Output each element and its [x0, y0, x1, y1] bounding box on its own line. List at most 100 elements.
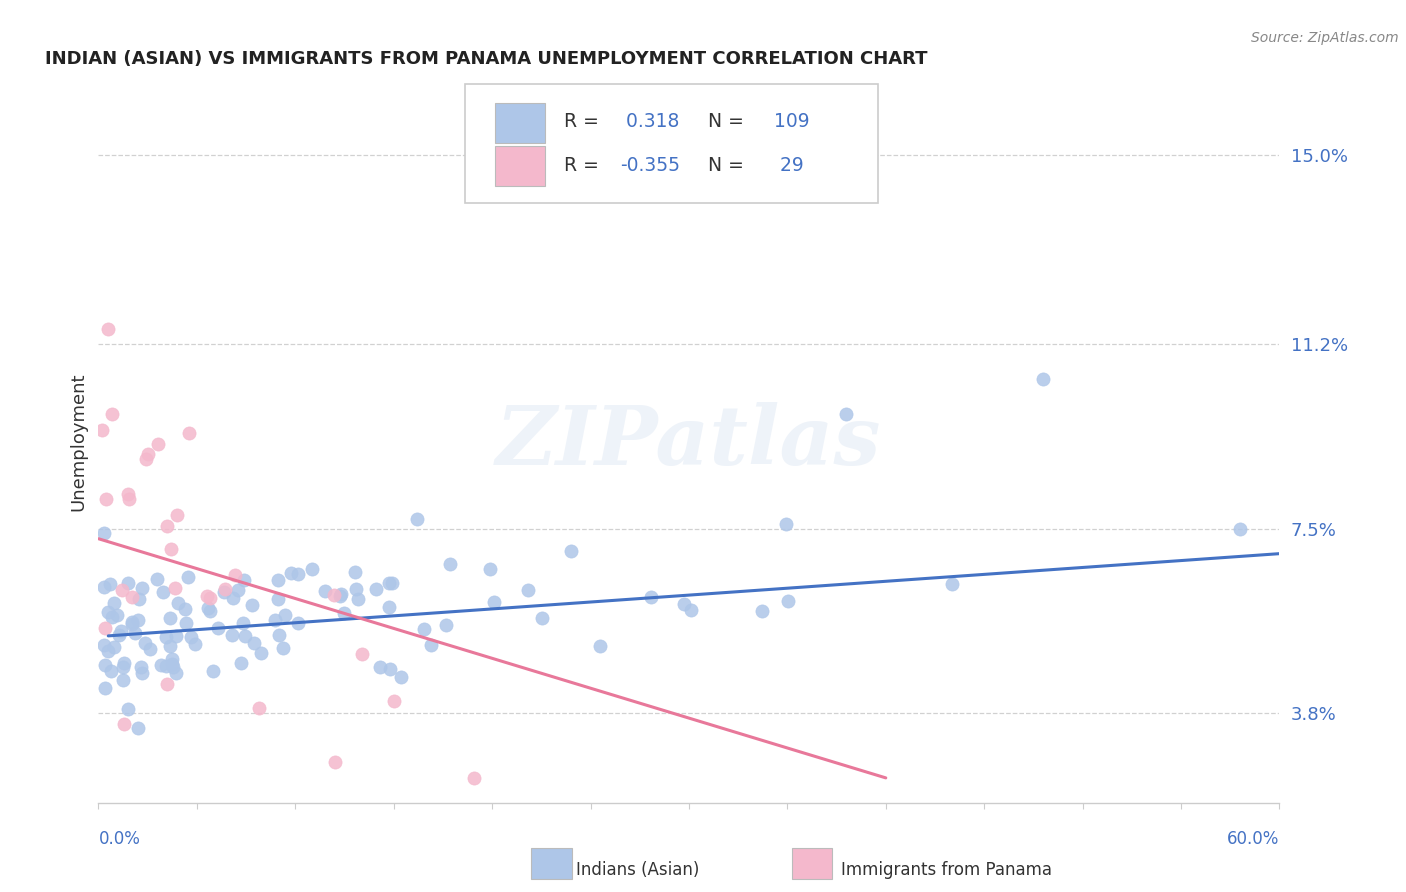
FancyBboxPatch shape: [495, 103, 546, 143]
Point: [152, 585, 174, 599]
Point: [94, 658, 117, 673]
Point: [117, 487, 139, 501]
FancyBboxPatch shape: [495, 146, 546, 186]
Point: [160, 657, 183, 671]
Point: [941, 576, 963, 591]
Point: [155, 659, 177, 673]
Point: [160, 542, 183, 557]
Point: [121, 615, 143, 629]
Point: [117, 575, 139, 590]
Point: [121, 616, 143, 631]
Text: Immigrants from Panama: Immigrants from Panama: [841, 861, 1052, 879]
Text: 29: 29: [773, 156, 804, 175]
Point: [214, 582, 236, 596]
Point: [378, 600, 401, 615]
Point: [159, 639, 181, 653]
Point: [484, 594, 506, 608]
Point: [207, 621, 229, 635]
Point: [155, 630, 177, 644]
Point: [149, 657, 172, 672]
Point: [517, 582, 540, 597]
Point: [346, 591, 368, 606]
Point: [93, 638, 115, 652]
Point: [101, 407, 124, 421]
Point: [344, 582, 367, 596]
Point: [184, 637, 207, 651]
Point: [381, 575, 404, 590]
Point: [323, 589, 346, 603]
Point: [201, 664, 224, 678]
Y-axis label: Unemployment: Unemployment: [69, 372, 87, 511]
Point: [776, 594, 799, 608]
Point: [269, 628, 291, 642]
Text: R =: R =: [564, 156, 605, 175]
Point: [128, 591, 150, 606]
Point: [177, 570, 200, 584]
Text: 0.0%: 0.0%: [98, 830, 141, 848]
Point: [118, 492, 141, 507]
Point: [835, 407, 858, 421]
Point: [165, 630, 187, 644]
Point: [198, 604, 221, 618]
Point: [314, 584, 336, 599]
Point: [344, 566, 367, 580]
Point: [93, 580, 115, 594]
Point: [131, 660, 153, 674]
Point: [329, 589, 352, 603]
Point: [166, 596, 188, 610]
Point: [163, 582, 186, 596]
Point: [530, 611, 553, 625]
Point: [159, 611, 181, 625]
Point: [1229, 522, 1251, 536]
Point: [121, 590, 143, 604]
Point: [138, 642, 160, 657]
Point: [378, 662, 401, 676]
Point: [160, 652, 183, 666]
Point: [406, 511, 429, 525]
Point: [589, 640, 612, 654]
Point: [135, 452, 157, 467]
Point: [165, 665, 187, 680]
Point: [243, 636, 266, 650]
Point: [333, 606, 356, 620]
Point: [287, 567, 309, 582]
Point: [124, 626, 146, 640]
Point: [146, 437, 169, 451]
Point: [212, 585, 235, 599]
FancyBboxPatch shape: [464, 84, 877, 203]
Point: [112, 717, 135, 731]
Point: [127, 721, 149, 735]
Point: [389, 670, 412, 684]
Text: -0.355: -0.355: [620, 156, 681, 175]
Text: N =: N =: [696, 156, 749, 175]
Point: [382, 694, 405, 708]
Point: [100, 664, 122, 678]
Point: [94, 492, 117, 507]
Point: [112, 659, 135, 673]
Point: [117, 702, 139, 716]
Point: [174, 616, 197, 631]
Point: [672, 598, 695, 612]
Point: [174, 602, 197, 616]
Point: [273, 607, 295, 622]
Point: [264, 613, 287, 627]
Point: [287, 616, 309, 631]
Point: [751, 604, 773, 618]
Point: [100, 610, 122, 624]
Point: [98, 576, 121, 591]
Point: [267, 592, 290, 607]
Point: [146, 572, 169, 586]
Point: [197, 601, 219, 615]
Point: [233, 629, 256, 643]
Point: [420, 638, 443, 652]
Point: [195, 589, 218, 603]
Point: [177, 425, 200, 440]
Point: [131, 665, 153, 680]
Point: [1032, 372, 1054, 386]
Point: [679, 603, 702, 617]
Point: [93, 681, 115, 695]
Point: [103, 596, 125, 610]
Point: [267, 573, 290, 587]
Point: [112, 656, 135, 670]
Point: [107, 628, 129, 642]
